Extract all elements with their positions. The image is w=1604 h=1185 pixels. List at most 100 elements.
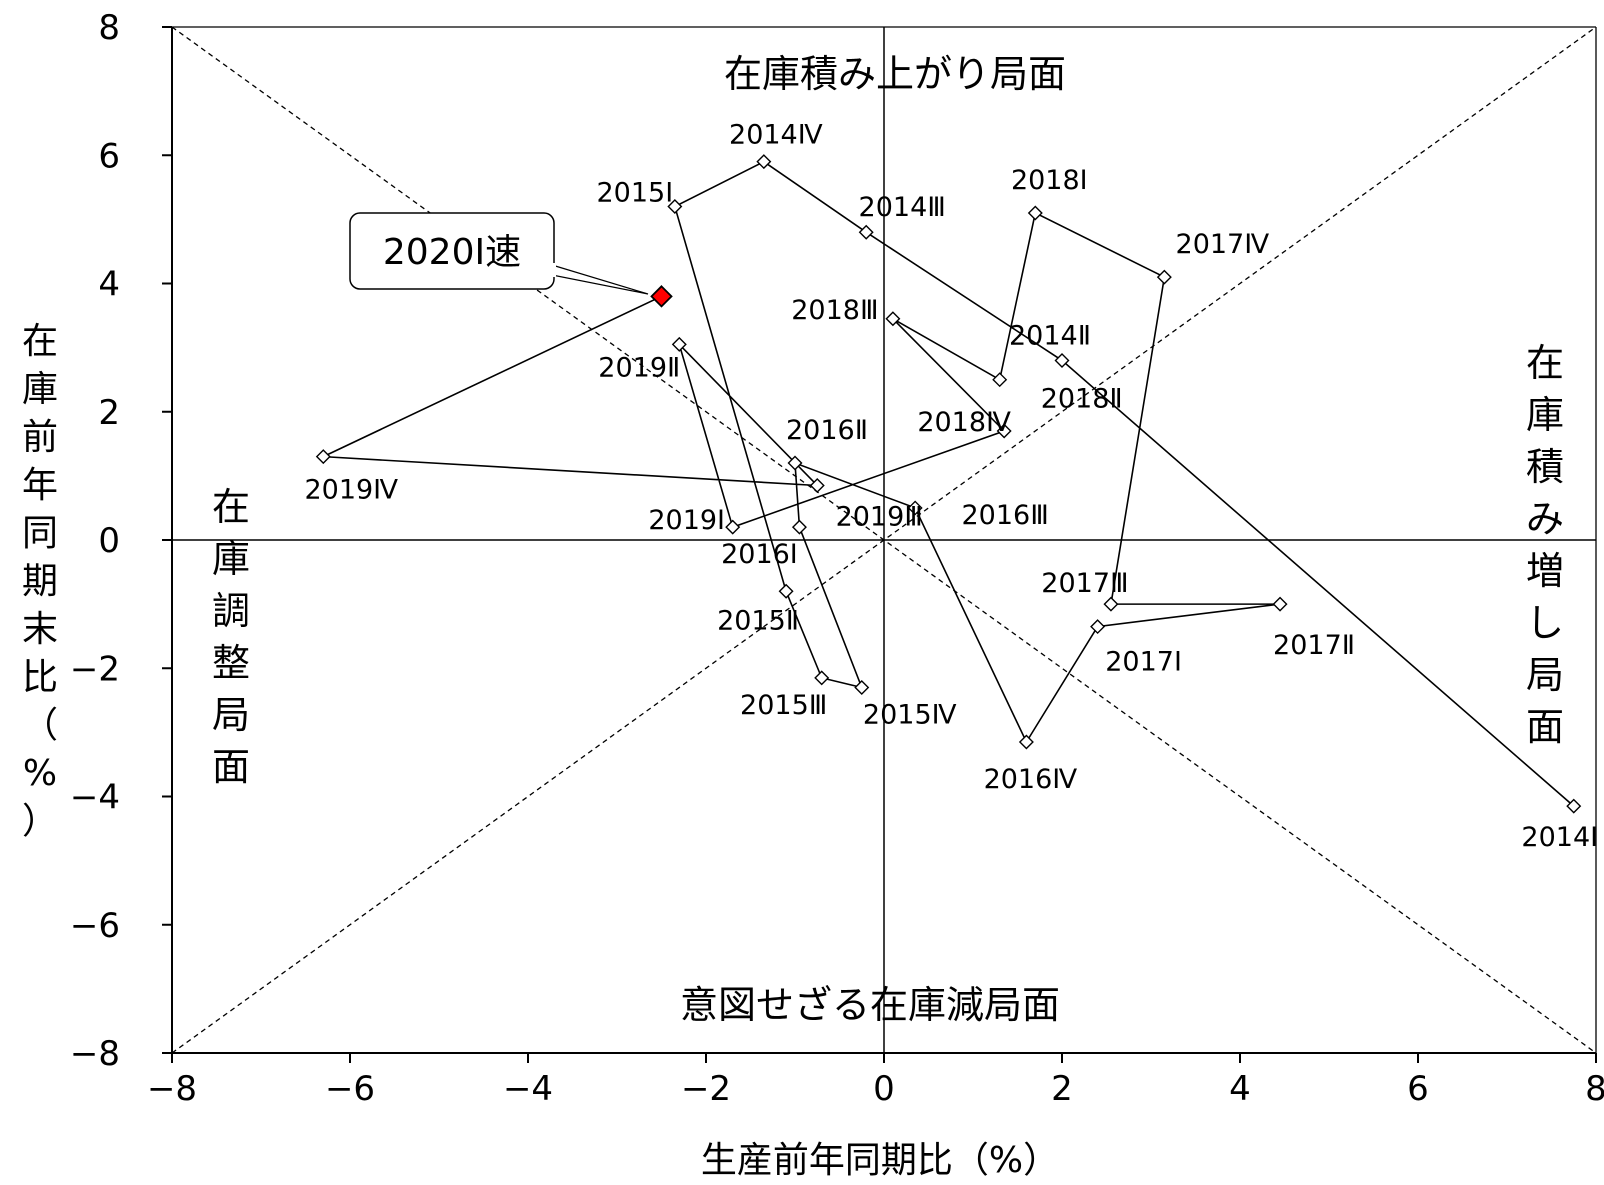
- data-point: [809, 478, 825, 493]
- point-label: 2016Ⅲ: [961, 500, 1048, 531]
- data-point: [1103, 596, 1119, 612]
- data-point: [315, 449, 331, 465]
- phase-label-right-char: 庫: [1526, 393, 1564, 437]
- y-tick-label: −6: [70, 906, 120, 946]
- y-axis-title-char: 前: [22, 417, 58, 458]
- data-point: [667, 199, 683, 215]
- point-label: 2014Ⅳ: [729, 120, 823, 151]
- phase-label-left-char: 局: [212, 693, 250, 737]
- phase-label-right-char: み: [1526, 497, 1564, 541]
- data-points: [315, 154, 1582, 814]
- data-point: [778, 583, 794, 599]
- y-axis-title-char: 在: [22, 321, 58, 362]
- data-point: [725, 519, 741, 535]
- data-point: [907, 500, 923, 516]
- point-label: 2018Ⅰ: [1011, 165, 1088, 196]
- phase-label-right-char: 増: [1526, 549, 1564, 593]
- data-point: [814, 670, 830, 686]
- point-label: 2018Ⅳ: [917, 407, 1011, 438]
- point-label: 2018Ⅲ: [791, 295, 878, 326]
- y-tick-label: 6: [98, 136, 120, 176]
- data-point: [1272, 596, 1288, 612]
- point-label: 2017Ⅱ: [1273, 630, 1355, 661]
- phase-label-right-char: 面: [1526, 705, 1564, 749]
- y-tick-label: −8: [70, 1034, 120, 1074]
- y-axis-title-char: ）: [22, 801, 58, 842]
- y-tick-label: −4: [70, 778, 120, 818]
- phase-label-left-char: 調: [212, 589, 250, 633]
- phase-label-right-char: し: [1526, 601, 1564, 645]
- point-label: 2014Ⅰ: [1521, 822, 1598, 853]
- x-tick-label: 2: [1051, 1069, 1073, 1109]
- point-label: 2016Ⅰ: [721, 539, 798, 570]
- tick-labels: −8 −6 −4 −2 0 2 4 6 8 8 6 4 2 0 −2 −4 −6 −8: [70, 8, 1604, 1109]
- y-axis-title-char: %: [23, 753, 57, 794]
- point-label: 2019Ⅲ: [836, 501, 923, 532]
- data-point: [1054, 352, 1070, 368]
- phase-label-left-char: 面: [212, 745, 250, 789]
- data-point: [756, 154, 772, 170]
- data-point: [1156, 269, 1172, 285]
- callout-box: [349, 212, 555, 290]
- y-axis-title-char: 庫: [22, 369, 58, 410]
- y-axis-title-char: 比: [22, 657, 58, 698]
- data-point: [858, 224, 874, 240]
- data-point: [1027, 205, 1043, 221]
- data-point: [671, 336, 687, 352]
- y-axis-title-char: 末: [22, 609, 58, 650]
- point-label: 2015Ⅱ: [717, 605, 799, 636]
- x-tick-label: 4: [1229, 1069, 1251, 1109]
- point-label: 2017Ⅳ: [1176, 229, 1270, 260]
- axes: [162, 26, 1597, 1063]
- point-label: 2019Ⅰ: [648, 505, 725, 536]
- data-point: [791, 519, 807, 535]
- data-point: [854, 679, 870, 695]
- data-point: [885, 311, 901, 327]
- phase-label-bottom: 意図せざる在庫減局面: [680, 983, 1060, 1027]
- callout: 2020Ⅰ速: [349, 212, 649, 295]
- y-tick-label: −2: [70, 649, 120, 689]
- point-label: 2018Ⅱ: [1041, 384, 1123, 415]
- x-tick-label: 8: [1585, 1069, 1604, 1109]
- y-axis-title-char: （: [22, 705, 58, 746]
- phase-label-left-char: 整: [212, 641, 250, 685]
- point-label: 2016Ⅱ: [786, 415, 868, 446]
- phase-label-right-char: 局: [1526, 653, 1564, 697]
- y-axis-title-char: 年: [22, 465, 58, 506]
- point-labels: 2014Ⅰ 2014Ⅱ 2014Ⅲ 2014Ⅳ 2015Ⅰ 2015Ⅱ 2015Ⅲ 2015Ⅳ…: [304, 120, 1598, 853]
- point-label: 2017Ⅰ: [1105, 647, 1182, 678]
- x-tick-label: −2: [681, 1069, 731, 1109]
- point-label: 2015Ⅰ: [597, 178, 674, 209]
- point-label: 2015Ⅳ: [863, 699, 957, 730]
- phase-label-left-char: 在: [212, 485, 250, 529]
- point-label: 2014Ⅲ: [859, 192, 946, 223]
- phase-label-top: 在庫積み上がり局面: [724, 52, 1066, 96]
- data-point: [992, 372, 1008, 388]
- data-point: [787, 455, 803, 471]
- point-label: 2017Ⅲ: [1041, 568, 1128, 599]
- data-point-latest: [650, 285, 673, 308]
- data-point: [1566, 798, 1582, 814]
- point-label: 2015Ⅲ: [740, 690, 827, 721]
- x-tick-label: −8: [147, 1069, 197, 1109]
- point-label: 2019Ⅳ: [304, 475, 398, 506]
- point-label: 2014Ⅱ: [1009, 320, 1091, 351]
- x-tick-label: −4: [503, 1069, 553, 1109]
- data-point: [996, 423, 1012, 439]
- y-axis-title-char: 同: [22, 513, 58, 554]
- phase-label-right-char: 積: [1526, 445, 1564, 489]
- data-point: [1018, 734, 1034, 750]
- y-tick-label: 2: [98, 393, 120, 433]
- x-tick-label: −6: [325, 1069, 375, 1109]
- callout-text: 2020Ⅰ速: [383, 232, 521, 273]
- x-axis-title: 生産前年同期比（%）: [701, 1140, 1059, 1181]
- y-tick-label: 4: [98, 265, 120, 305]
- x-tick-label: 0: [873, 1069, 895, 1109]
- point-label: 2019Ⅱ: [598, 352, 680, 383]
- y-tick-label: 8: [98, 8, 120, 48]
